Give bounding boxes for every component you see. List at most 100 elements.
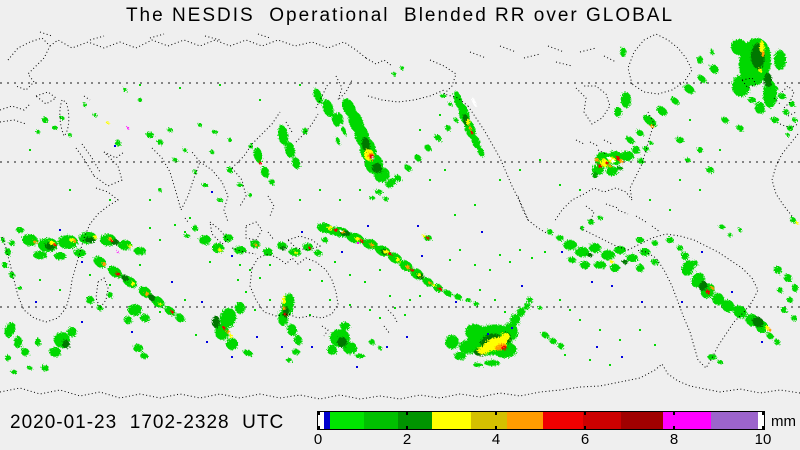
precip-cell bbox=[9, 240, 15, 246]
precip-cell bbox=[786, 133, 790, 137]
precip-cell bbox=[732, 75, 750, 97]
precip-cell bbox=[598, 164, 602, 168]
precip-cell bbox=[677, 245, 683, 251]
precip-speck bbox=[139, 84, 141, 86]
precip-cell bbox=[335, 137, 341, 145]
precip-speck bbox=[504, 311, 506, 313]
coastlines-layer bbox=[0, 31, 800, 400]
precip-speck bbox=[611, 285, 613, 287]
coastline bbox=[555, 61, 573, 67]
precip-cell bbox=[52, 126, 58, 130]
precip-cell bbox=[115, 140, 121, 146]
precipitation-layer bbox=[1, 38, 799, 374]
precip-cell bbox=[426, 236, 430, 240]
precip-cell bbox=[22, 233, 38, 247]
precip-cell bbox=[625, 136, 635, 144]
colorbar-segment bbox=[711, 412, 758, 429]
precip-cell bbox=[340, 322, 350, 330]
precip-cell bbox=[636, 237, 644, 243]
precip-cell bbox=[277, 125, 289, 145]
precip-cell bbox=[118, 240, 132, 250]
precip-cell bbox=[626, 254, 638, 262]
coastline bbox=[287, 235, 322, 251]
coastline bbox=[249, 253, 339, 319]
precip-speck bbox=[761, 341, 763, 343]
precip-speck bbox=[417, 225, 419, 227]
precip-cell bbox=[133, 344, 143, 352]
precip-cell bbox=[383, 250, 389, 254]
precip-cell bbox=[234, 246, 246, 254]
precip-cell bbox=[33, 240, 37, 244]
precip-cell bbox=[621, 92, 631, 108]
precip-speck bbox=[184, 231, 186, 233]
precip-speck bbox=[449, 259, 451, 261]
precip-cell bbox=[378, 346, 382, 350]
precip-cell bbox=[394, 174, 402, 182]
precip-cell bbox=[108, 237, 112, 241]
colorbar-segment bbox=[398, 412, 432, 429]
precip-cell bbox=[93, 256, 107, 268]
precip-cell bbox=[748, 97, 756, 103]
precip-speck bbox=[649, 199, 651, 201]
precip-cell bbox=[692, 260, 698, 266]
colorbar-segment bbox=[318, 412, 324, 429]
precip-cell bbox=[594, 261, 606, 269]
precip-cell bbox=[778, 93, 786, 99]
precip-speck bbox=[319, 189, 321, 191]
precip-cell bbox=[334, 228, 338, 232]
precip-cell bbox=[428, 281, 432, 285]
precip-cell bbox=[42, 117, 48, 123]
precip-cell bbox=[541, 331, 549, 339]
precip-cell bbox=[36, 130, 40, 134]
precip-speck bbox=[299, 199, 301, 201]
precip-cell bbox=[681, 252, 689, 260]
precip-cell bbox=[606, 166, 618, 176]
coastline bbox=[34, 91, 57, 105]
precip-cell bbox=[643, 115, 657, 127]
precip-speck bbox=[389, 295, 391, 297]
precip-cell bbox=[607, 156, 611, 160]
precip-cell bbox=[448, 102, 452, 106]
precip-speck bbox=[231, 255, 233, 257]
precip-cell bbox=[736, 124, 744, 132]
precip-speck bbox=[29, 149, 31, 151]
coastline bbox=[651, 225, 661, 233]
coastline bbox=[627, 33, 693, 95]
coastline bbox=[103, 151, 125, 159]
precip-cell bbox=[283, 312, 287, 316]
coastline bbox=[89, 187, 119, 225]
precip-cell bbox=[164, 306, 176, 316]
precip-cell bbox=[473, 302, 479, 306]
precip-cell bbox=[217, 198, 223, 202]
precip-speck bbox=[299, 84, 301, 86]
precip-cell bbox=[410, 268, 414, 272]
precip-cell bbox=[434, 134, 442, 142]
coastline bbox=[469, 51, 487, 59]
precip-cell bbox=[158, 188, 162, 192]
precip-cell bbox=[417, 273, 421, 277]
precip-speck bbox=[499, 179, 501, 181]
coastline bbox=[771, 133, 799, 217]
precip-cell bbox=[16, 227, 24, 233]
precip-cell bbox=[341, 126, 347, 136]
coastline bbox=[787, 111, 797, 117]
coastline bbox=[547, 45, 565, 53]
precip-cell bbox=[138, 98, 142, 102]
precip-speck bbox=[159, 239, 161, 241]
precip-cell bbox=[210, 150, 214, 154]
precip-speck bbox=[591, 281, 593, 283]
precip-speck bbox=[184, 299, 186, 301]
precip-cell bbox=[385, 178, 397, 188]
coastline bbox=[295, 113, 319, 143]
colorbar-tick-label: 8 bbox=[669, 431, 679, 448]
precip-speck bbox=[521, 285, 523, 287]
colorbar-segment bbox=[663, 412, 711, 429]
precip-speck bbox=[699, 189, 701, 191]
precip-cell bbox=[167, 128, 173, 132]
coastline bbox=[523, 53, 541, 59]
precip-speck bbox=[174, 224, 176, 226]
colorbar-tick-label: 4 bbox=[491, 431, 501, 448]
precip-speck bbox=[249, 269, 251, 271]
precip-speck bbox=[481, 231, 483, 233]
precip-cell bbox=[706, 167, 714, 173]
